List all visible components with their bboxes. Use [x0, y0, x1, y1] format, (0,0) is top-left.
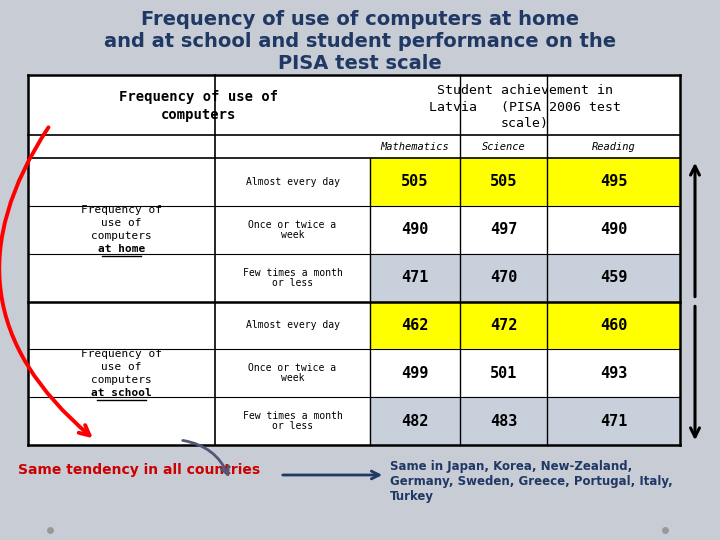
Text: Science: Science: [482, 141, 526, 152]
Text: and at school and student performance on the: and at school and student performance on…: [104, 32, 616, 51]
Text: Student achievement in: Student achievement in: [437, 84, 613, 98]
Text: 462: 462: [401, 318, 428, 333]
Text: Frequency of: Frequency of: [81, 205, 162, 215]
Text: or less: or less: [272, 278, 313, 288]
Text: Almost every day: Almost every day: [246, 177, 340, 187]
Text: 460: 460: [600, 318, 627, 333]
Text: week: week: [281, 373, 305, 383]
Text: Frequency of use of computers at home: Frequency of use of computers at home: [141, 10, 579, 29]
Text: 482: 482: [401, 414, 428, 429]
Text: 490: 490: [401, 222, 428, 237]
Text: computers: computers: [161, 108, 237, 122]
Text: or less: or less: [272, 421, 313, 431]
Text: 472: 472: [490, 318, 517, 333]
Text: Few times a month: Few times a month: [243, 411, 343, 421]
Bar: [370, 254, 680, 301]
Text: computers: computers: [91, 375, 152, 384]
Text: Almost every day: Almost every day: [246, 320, 340, 330]
FancyArrowPatch shape: [183, 441, 228, 475]
Text: 497: 497: [490, 222, 517, 237]
Text: PISA test scale: PISA test scale: [278, 54, 442, 73]
Text: 505: 505: [401, 174, 428, 190]
Text: Once or twice a: Once or twice a: [248, 220, 336, 229]
Text: Same tendency in all countries: Same tendency in all countries: [18, 463, 260, 477]
Bar: [370, 301, 680, 349]
Text: at home: at home: [98, 244, 145, 254]
Bar: [370, 158, 680, 206]
Text: scale): scale): [501, 117, 549, 130]
Text: Few times a month: Few times a month: [243, 268, 343, 278]
Text: 495: 495: [600, 174, 627, 190]
Text: 505: 505: [490, 174, 517, 190]
Text: Reading: Reading: [592, 141, 635, 152]
Text: use of: use of: [102, 362, 142, 372]
Text: at school: at school: [91, 388, 152, 398]
Text: 499: 499: [401, 366, 428, 381]
FancyArrowPatch shape: [0, 127, 89, 435]
Text: 490: 490: [600, 222, 627, 237]
Text: use of: use of: [102, 218, 142, 228]
Text: 471: 471: [401, 270, 428, 285]
Bar: [370, 206, 680, 254]
Text: Frequency of use of: Frequency of use of: [120, 90, 279, 104]
Text: Same in Japan, Korea, New-Zealand,
Germany, Sweden, Greece, Portugal, Italy,
Tur: Same in Japan, Korea, New-Zealand, Germa…: [390, 460, 672, 503]
Text: 459: 459: [600, 270, 627, 285]
Bar: [370, 397, 680, 445]
Text: Mathematics: Mathematics: [381, 141, 449, 152]
Text: Frequency of: Frequency of: [81, 349, 162, 359]
Text: Once or twice a: Once or twice a: [248, 363, 336, 373]
Text: 471: 471: [600, 414, 627, 429]
Bar: [370, 349, 680, 397]
Text: Latvia   (PISA 2006 test: Latvia (PISA 2006 test: [429, 100, 621, 113]
Text: 483: 483: [490, 414, 517, 429]
Text: 501: 501: [490, 366, 517, 381]
Text: computers: computers: [91, 231, 152, 241]
Text: 493: 493: [600, 366, 627, 381]
Text: week: week: [281, 230, 305, 240]
Text: 470: 470: [490, 270, 517, 285]
Bar: [28, 75, 680, 445]
